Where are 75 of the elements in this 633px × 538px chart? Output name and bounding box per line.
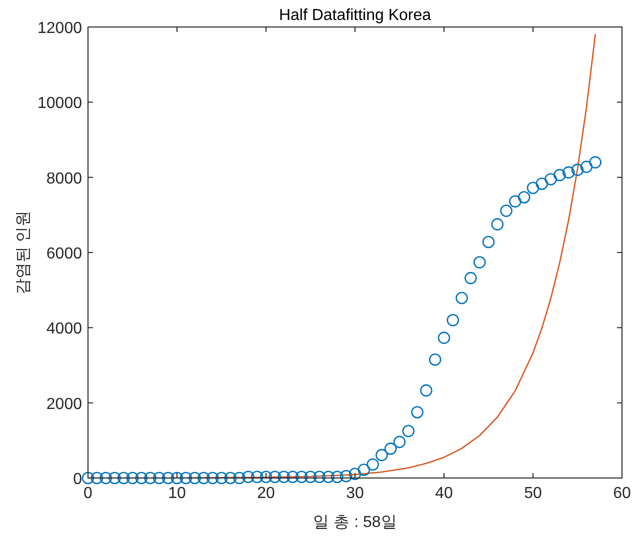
point bbox=[153, 472, 166, 484]
point bbox=[242, 470, 254, 484]
point bbox=[322, 470, 334, 484]
point bbox=[278, 470, 290, 484]
x-tick-label: 60 bbox=[613, 485, 631, 502]
point bbox=[464, 272, 477, 284]
point bbox=[526, 182, 540, 194]
x-tick-label: 0 bbox=[84, 485, 93, 502]
point bbox=[482, 236, 495, 248]
point bbox=[135, 472, 148, 484]
point bbox=[162, 472, 174, 484]
point bbox=[188, 472, 201, 484]
point bbox=[126, 472, 139, 484]
y-tick-label: 4000 bbox=[46, 320, 82, 338]
y-axis-title: 감염된 인원 bbox=[15, 210, 32, 295]
point bbox=[544, 173, 557, 186]
point bbox=[562, 166, 575, 179]
point bbox=[456, 292, 468, 304]
point bbox=[348, 468, 362, 480]
y-tick-label: 0 bbox=[73, 471, 82, 488]
point bbox=[117, 472, 130, 484]
point bbox=[428, 353, 442, 366]
point bbox=[420, 384, 432, 397]
point bbox=[304, 470, 317, 484]
y-tick-label: 10000 bbox=[38, 95, 82, 112]
y-tick-label: 12000 bbox=[38, 20, 82, 37]
point bbox=[100, 472, 112, 484]
point bbox=[589, 156, 602, 168]
point bbox=[180, 472, 192, 484]
point bbox=[268, 470, 282, 484]
point bbox=[224, 472, 237, 484]
point bbox=[554, 168, 566, 182]
point bbox=[170, 472, 184, 484]
x-tick-label: 50 bbox=[524, 485, 542, 502]
point bbox=[393, 436, 406, 448]
point bbox=[82, 472, 94, 484]
point bbox=[198, 472, 210, 484]
point bbox=[438, 332, 450, 344]
point bbox=[233, 472, 246, 484]
point bbox=[331, 470, 344, 484]
x-tick-label: 30 bbox=[346, 485, 364, 502]
point bbox=[206, 472, 219, 484]
point bbox=[313, 470, 326, 484]
point bbox=[446, 314, 460, 326]
point bbox=[358, 464, 370, 476]
point bbox=[518, 191, 530, 204]
point bbox=[215, 472, 228, 484]
point bbox=[536, 178, 548, 190]
point bbox=[250, 470, 264, 484]
x-tick-label: 40 bbox=[435, 485, 453, 502]
point bbox=[90, 472, 104, 484]
point bbox=[500, 204, 512, 217]
point bbox=[366, 458, 379, 471]
point bbox=[295, 470, 308, 484]
point bbox=[411, 406, 424, 418]
point bbox=[402, 424, 415, 438]
point bbox=[260, 470, 272, 484]
x-axis-title: 일 총 : 58일 bbox=[313, 514, 397, 531]
y-tick-label: 6000 bbox=[46, 246, 82, 262]
y-tick-label: 2000 bbox=[46, 396, 82, 413]
point bbox=[491, 218, 504, 230]
point bbox=[384, 442, 397, 455]
point bbox=[580, 160, 593, 173]
point bbox=[509, 195, 522, 208]
chart-title: Half Datafitting Korea bbox=[278, 7, 432, 24]
point bbox=[571, 164, 584, 176]
point bbox=[286, 470, 299, 484]
point bbox=[376, 448, 388, 462]
x-tick-label: 10 bbox=[168, 485, 186, 502]
y-tick-label: 8000 bbox=[46, 170, 82, 188]
point bbox=[144, 472, 156, 484]
x-tick-label: 20 bbox=[257, 485, 275, 502]
point bbox=[340, 470, 352, 482]
point bbox=[473, 256, 486, 268]
point bbox=[108, 472, 121, 484]
